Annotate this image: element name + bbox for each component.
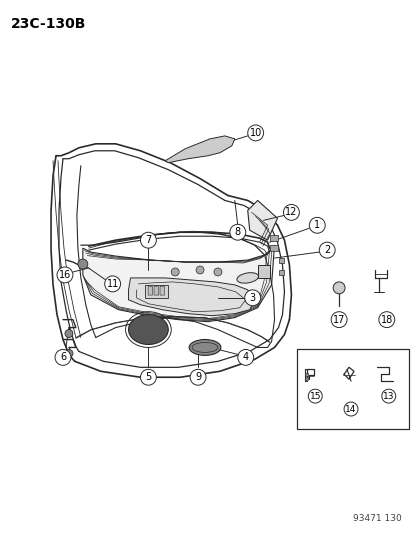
Bar (297, 350, 408, 429)
Text: 4: 4 (242, 352, 248, 362)
Circle shape (318, 242, 335, 258)
Text: 93471 130: 93471 130 (352, 514, 401, 523)
FancyBboxPatch shape (160, 287, 164, 295)
Circle shape (65, 350, 73, 358)
Circle shape (330, 312, 346, 328)
Polygon shape (247, 200, 277, 240)
Circle shape (171, 268, 179, 276)
Circle shape (190, 369, 206, 385)
Circle shape (65, 329, 73, 337)
Polygon shape (257, 265, 269, 278)
Text: 2: 2 (323, 245, 330, 255)
Circle shape (140, 232, 156, 248)
Bar (305, 373, 308, 376)
Ellipse shape (236, 273, 258, 283)
Text: 15: 15 (309, 392, 320, 401)
Bar (278, 270, 284, 275)
Circle shape (55, 350, 71, 365)
Bar (269, 245, 277, 251)
Text: 7: 7 (145, 235, 151, 245)
Circle shape (332, 282, 344, 294)
Text: 14: 14 (344, 405, 356, 414)
Text: 10: 10 (249, 128, 261, 138)
Polygon shape (165, 136, 234, 163)
Text: 8: 8 (234, 227, 240, 237)
Ellipse shape (128, 314, 168, 344)
Text: 1: 1 (313, 220, 320, 230)
Circle shape (308, 389, 321, 403)
Circle shape (283, 205, 299, 220)
Text: 13: 13 (382, 392, 394, 401)
Polygon shape (128, 278, 254, 316)
Text: 12: 12 (285, 207, 297, 217)
Circle shape (57, 267, 73, 283)
Text: 5: 5 (145, 372, 151, 382)
Circle shape (104, 276, 120, 292)
Text: 17: 17 (332, 314, 344, 325)
Text: 18: 18 (380, 314, 392, 325)
FancyBboxPatch shape (148, 287, 152, 295)
Text: 11: 11 (106, 279, 119, 289)
Circle shape (237, 350, 253, 365)
Circle shape (247, 125, 263, 141)
Ellipse shape (189, 340, 221, 356)
Circle shape (309, 217, 325, 233)
Polygon shape (145, 285, 168, 298)
Text: 9: 9 (195, 372, 201, 382)
Bar (305, 377, 308, 380)
Circle shape (78, 259, 88, 269)
Text: 3: 3 (249, 293, 255, 303)
Text: 16: 16 (59, 270, 71, 280)
Circle shape (214, 268, 221, 276)
Bar (278, 258, 284, 263)
FancyBboxPatch shape (154, 287, 158, 295)
Bar (269, 235, 277, 241)
Text: 6: 6 (60, 352, 66, 362)
Circle shape (244, 290, 260, 306)
Circle shape (381, 389, 395, 403)
Circle shape (343, 402, 357, 416)
Text: 23C-130B: 23C-130B (11, 17, 86, 30)
Circle shape (229, 224, 245, 240)
Circle shape (140, 369, 156, 385)
Circle shape (378, 312, 394, 328)
Circle shape (196, 266, 204, 274)
Polygon shape (83, 245, 274, 321)
